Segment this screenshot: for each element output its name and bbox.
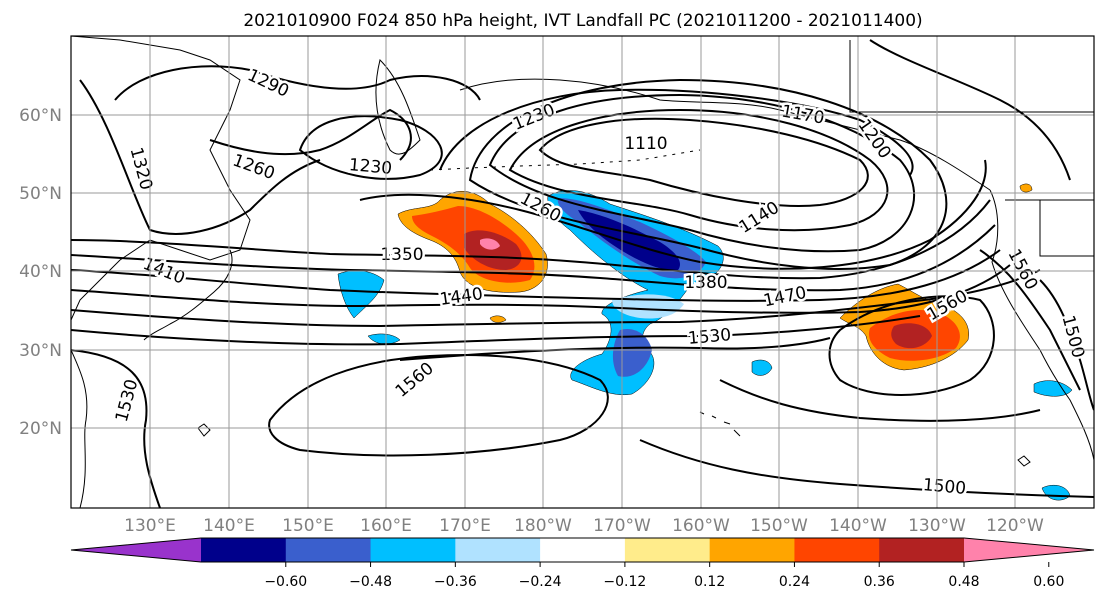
ivt-negative-band-core bbox=[578, 210, 680, 271]
colorbar-tick-label: 0.48 bbox=[948, 574, 979, 590]
contour-outer-east bbox=[869, 39, 1071, 181]
ivt-negative-patch-hawaii bbox=[751, 359, 773, 376]
contour-1290 bbox=[114, 65, 481, 101]
colorbar-segment bbox=[285, 538, 372, 562]
ivt-negative-patch-small bbox=[367, 333, 401, 345]
longitude-label: 130°E bbox=[124, 516, 176, 536]
colorbar-tick-label: −0.12 bbox=[603, 574, 646, 590]
na-border-2 bbox=[1039, 200, 1094, 257]
contour-1500-upper bbox=[71, 315, 921, 346]
ivt-positive-west-peak bbox=[480, 238, 500, 250]
colorbar-segment bbox=[540, 538, 626, 562]
map-frame bbox=[70, 35, 1095, 509]
ivt-negative-band-south bbox=[612, 328, 652, 377]
gridlines bbox=[71, 36, 1094, 508]
asia-coast bbox=[71, 36, 251, 321]
longitude-label: 180°W bbox=[514, 516, 572, 536]
contour-1560 bbox=[268, 354, 609, 457]
colorbar-segment bbox=[794, 538, 880, 562]
ivt-positive-patch-coast bbox=[1019, 183, 1033, 193]
contour-1110 bbox=[538, 117, 869, 207]
contour-1260-west bbox=[209, 108, 412, 161]
colorbar-tick-label: 0.12 bbox=[694, 574, 725, 590]
ivt-negative-patch-baja bbox=[1033, 380, 1073, 397]
contour-label: 1380 bbox=[684, 273, 727, 293]
contour-1440 bbox=[71, 264, 1011, 314]
contour-1230-west bbox=[298, 115, 443, 180]
longitude-label: 170°E bbox=[439, 516, 491, 536]
colorbar-segment bbox=[709, 538, 795, 562]
contour-1350 bbox=[71, 199, 991, 280]
longitude-label: 150°W bbox=[750, 516, 808, 536]
latitude-label: 40°N bbox=[19, 262, 62, 282]
colorbar-tick-label: −0.60 bbox=[264, 574, 307, 590]
contour-1380 bbox=[71, 224, 996, 292]
contour-label: 1350 bbox=[380, 245, 423, 265]
map-panel: 1290 1320 1260 1230 1230 1110 1170 1200 … bbox=[70, 35, 1095, 509]
colorbar-tick-label: −0.36 bbox=[434, 574, 477, 590]
longitude-label: 150°E bbox=[282, 516, 334, 536]
contour-1410 bbox=[71, 249, 1001, 302]
colorbar-segment bbox=[879, 538, 965, 562]
colorbar-tick-label: −0.24 bbox=[519, 574, 562, 590]
contour-1140 bbox=[508, 108, 889, 232]
latitude-labels: 60°N 50°N 40°N 30°N 20°N bbox=[19, 106, 62, 439]
colorbar-segment bbox=[455, 538, 541, 562]
contour-1200 bbox=[468, 78, 948, 270]
longitude-label: 140°E bbox=[203, 516, 255, 536]
height-contours bbox=[71, 39, 1094, 508]
colorbar-tick-label: 0.36 bbox=[864, 574, 895, 590]
colorbar: −0.60 −0.48 −0.36 −0.24 −0.12 0.12 0.24 0.36 0.4… bbox=[70, 537, 1095, 590]
ivt-positive-west-core bbox=[464, 230, 522, 270]
map-title: 2021010900 F024 850 hPa height, IVT Land… bbox=[243, 11, 922, 31]
ivt-positive-patch-small bbox=[489, 315, 507, 323]
colorbar-tick-label: 0.60 bbox=[1033, 574, 1064, 590]
map-background bbox=[71, 36, 1094, 508]
alaska-coast bbox=[459, 78, 991, 191]
longitude-label: 160°W bbox=[672, 516, 730, 536]
colorbar-segment bbox=[370, 538, 456, 562]
china-coast bbox=[71, 349, 88, 508]
contour-1560-east bbox=[828, 295, 995, 396]
na-border-3 bbox=[849, 40, 1094, 113]
latitude-label: 30°N bbox=[19, 341, 62, 361]
na-coast bbox=[989, 189, 1094, 461]
latitude-label: 20°N bbox=[19, 419, 62, 439]
colorbar-outline bbox=[70, 537, 1095, 563]
contour-1500-se bbox=[719, 379, 1041, 422]
contour-1260 bbox=[359, 159, 987, 270]
longitude-label: 120°W bbox=[986, 516, 1044, 536]
contour-1320 bbox=[79, 79, 321, 235]
longitude-label: 140°W bbox=[829, 516, 887, 536]
colorbar-tick-label: −0.48 bbox=[349, 574, 392, 590]
colorbar-segment bbox=[624, 538, 711, 562]
contour-1230-main bbox=[439, 88, 914, 176]
latitude-label: 50°N bbox=[19, 184, 62, 204]
longitude-label: 130°W bbox=[908, 516, 966, 536]
colorbar-extension-low bbox=[71, 538, 201, 562]
contour-1500-lower bbox=[639, 439, 1094, 498]
colorbar-segment bbox=[201, 538, 287, 562]
longitude-label: 160°E bbox=[360, 516, 412, 536]
ivt-positive-east-core bbox=[891, 323, 932, 349]
colorbar-extension-high bbox=[964, 538, 1094, 562]
contour-1530 bbox=[71, 349, 161, 508]
pacific-islands bbox=[197, 423, 1031, 467]
longitude-labels: 130°E 140°E 150°E 160°E 170°E 180°W 170°W 160°W… bbox=[124, 516, 1044, 536]
contour-1500-na bbox=[1039, 279, 1094, 411]
colorbar-tick-label: 0.24 bbox=[779, 574, 810, 590]
contour-label: 1500 bbox=[922, 475, 967, 499]
contour-1170 bbox=[488, 93, 916, 253]
contour-label: 1530 bbox=[687, 325, 732, 349]
contour-1470 bbox=[71, 269, 1041, 328]
contour-label: 1110 bbox=[624, 134, 667, 154]
hawaii-islands bbox=[699, 411, 741, 437]
longitude-label: 170°W bbox=[593, 516, 651, 536]
latitude-label: 60°N bbox=[19, 106, 62, 126]
contour-1560-na bbox=[979, 249, 1081, 391]
